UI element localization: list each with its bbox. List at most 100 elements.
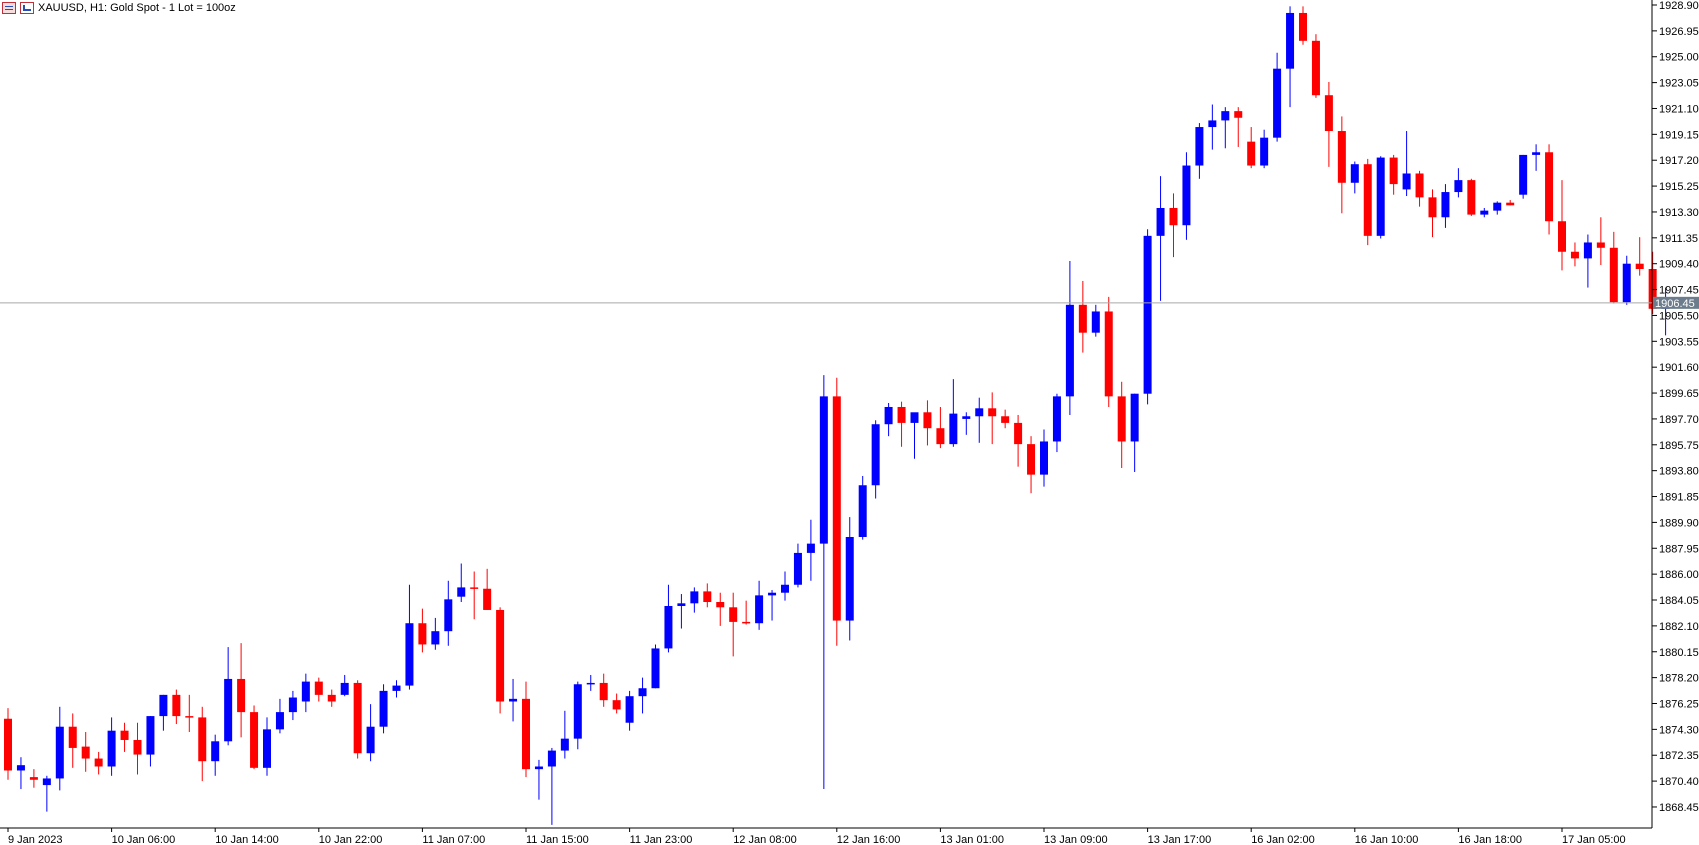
candle[interactable] (690, 587, 699, 613)
candle[interactable] (1532, 144, 1541, 171)
candle[interactable] (1014, 414, 1023, 467)
candle[interactable] (1558, 180, 1566, 271)
candle[interactable] (534, 759, 543, 800)
candle[interactable] (1402, 131, 1411, 197)
candle[interactable] (988, 392, 997, 445)
candle[interactable] (1156, 176, 1165, 301)
candle[interactable] (781, 571, 789, 601)
candle[interactable] (897, 401, 906, 447)
candle[interactable] (1065, 261, 1074, 415)
candle[interactable] (858, 475, 867, 540)
candle[interactable] (1545, 144, 1554, 235)
grid-icon[interactable] (2, 2, 16, 14)
candle[interactable] (1350, 161, 1359, 194)
candle[interactable] (547, 747, 556, 825)
candle[interactable] (1182, 152, 1191, 240)
candle[interactable] (936, 406, 945, 449)
candle[interactable] (1337, 116, 1346, 214)
candle[interactable] (1027, 436, 1036, 494)
candle[interactable] (1143, 229, 1152, 405)
candle[interactable] (651, 644, 660, 689)
candle[interactable] (509, 678, 518, 722)
candle[interactable] (742, 600, 751, 625)
candle[interactable] (560, 710, 569, 759)
candle[interactable] (483, 568, 492, 610)
candle[interactable] (366, 704, 375, 762)
candle[interactable] (470, 571, 479, 620)
candle[interactable] (1052, 393, 1061, 453)
candle[interactable] (664, 584, 673, 653)
candle[interactable] (625, 690, 634, 731)
candle[interactable] (729, 592, 738, 657)
candle[interactable] (1609, 231, 1618, 304)
candle[interactable] (1311, 34, 1320, 98)
candle[interactable] (1519, 154, 1528, 199)
candle[interactable] (1363, 158, 1372, 246)
candle[interactable] (923, 400, 932, 446)
candle[interactable] (133, 722, 142, 775)
candle[interactable] (975, 397, 984, 443)
candle[interactable] (1286, 6, 1295, 108)
candle[interactable] (1415, 170, 1424, 207)
candle[interactable] (444, 580, 453, 646)
candle[interactable] (353, 680, 362, 759)
candle[interactable] (185, 694, 194, 733)
candle[interactable] (263, 717, 271, 776)
candle[interactable] (224, 647, 233, 746)
candle[interactable] (1389, 154, 1398, 195)
candle[interactable] (522, 681, 530, 778)
candle[interactable] (250, 705, 259, 770)
candle[interactable] (1506, 200, 1515, 206)
candle[interactable] (496, 607, 505, 714)
candle[interactable] (211, 734, 220, 776)
candle[interactable] (81, 732, 90, 772)
candle[interactable] (1247, 127, 1256, 169)
candle[interactable] (237, 643, 246, 738)
candle[interactable] (962, 412, 971, 435)
candle[interactable] (107, 717, 116, 776)
candle[interactable] (638, 677, 647, 714)
candle[interactable] (599, 673, 608, 707)
candle[interactable] (1635, 237, 1644, 276)
candle[interactable] (755, 580, 764, 630)
candle[interactable] (16, 757, 25, 790)
candle[interactable] (405, 584, 414, 690)
candle[interactable] (1040, 429, 1048, 487)
candle[interactable] (677, 594, 686, 629)
candle[interactable] (1169, 193, 1178, 258)
candle[interactable] (29, 769, 38, 788)
candle[interactable] (1299, 6, 1307, 45)
candle[interactable] (4, 708, 12, 780)
candle[interactable] (146, 716, 155, 767)
candle[interactable] (314, 677, 323, 702)
chart-icon[interactable] (20, 2, 34, 14)
candle[interactable] (949, 379, 958, 447)
candle[interactable] (1091, 304, 1100, 337)
candle[interactable] (68, 713, 77, 768)
candle[interactable] (832, 377, 841, 646)
candle[interactable] (120, 722, 129, 752)
candle[interactable] (392, 680, 401, 698)
candle[interactable] (768, 590, 777, 621)
candle[interactable] (1441, 184, 1450, 228)
candle[interactable] (172, 689, 181, 725)
candle[interactable] (1480, 207, 1489, 218)
candle[interactable] (1195, 123, 1204, 179)
candle[interactable] (1104, 296, 1113, 407)
candle[interactable] (1622, 255, 1631, 305)
candle[interactable] (379, 684, 388, 734)
candle[interactable] (457, 563, 466, 602)
candle[interactable] (1648, 251, 1657, 315)
candle[interactable] (418, 608, 427, 653)
candle[interactable] (1596, 217, 1605, 266)
candle[interactable] (1234, 107, 1243, 147)
candle[interactable] (910, 412, 919, 459)
candle[interactable] (1130, 393, 1139, 472)
candle[interactable] (1273, 52, 1282, 142)
candle[interactable] (1570, 242, 1579, 267)
candle[interactable] (1376, 156, 1385, 239)
candle[interactable] (301, 673, 310, 713)
candle[interactable] (1583, 234, 1592, 288)
candle[interactable] (871, 420, 880, 499)
